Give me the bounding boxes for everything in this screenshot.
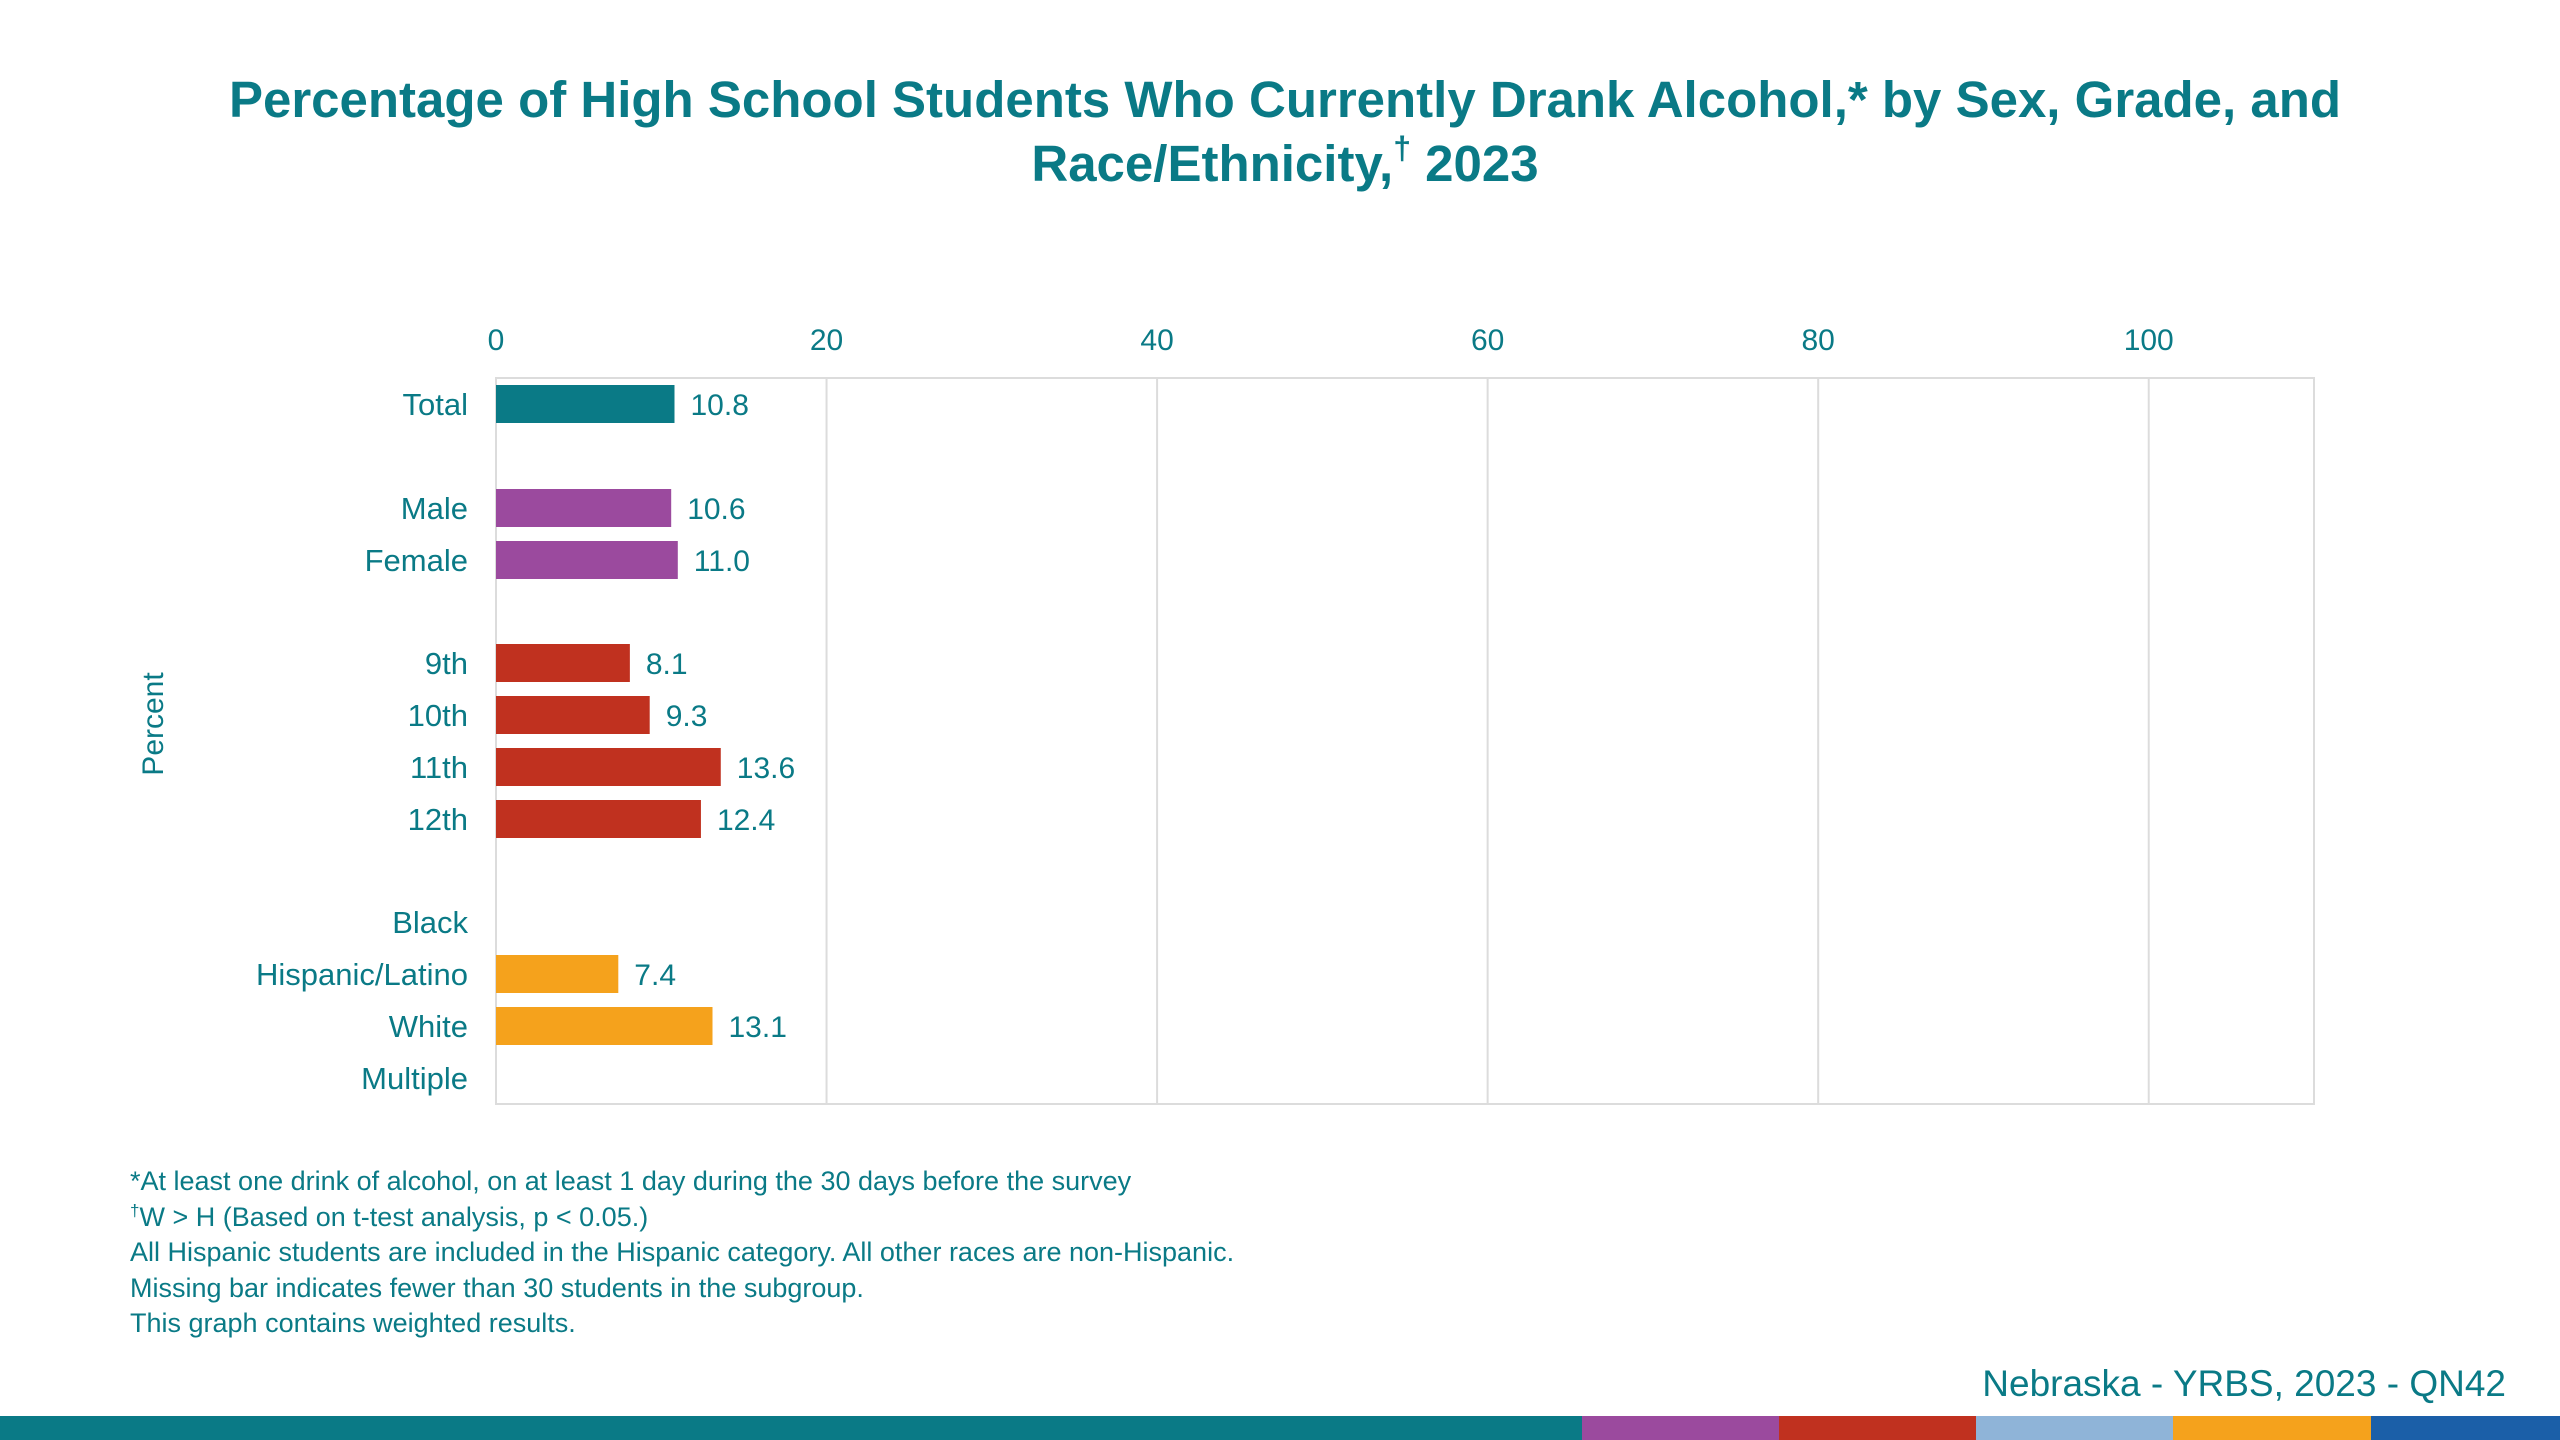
title-dagger: † bbox=[1393, 130, 1411, 166]
category-label-total: Total bbox=[403, 387, 468, 422]
bar-white bbox=[496, 1007, 713, 1045]
bottom-bar-segment-5 bbox=[2173, 1416, 2371, 1440]
x-tick-label-40: 40 bbox=[1140, 324, 1173, 357]
bars bbox=[496, 385, 721, 1045]
data-label-9th: 8.1 bbox=[646, 648, 688, 681]
bar-12th bbox=[496, 800, 701, 838]
bar-11th bbox=[496, 748, 721, 786]
category-label-male: Male bbox=[401, 491, 468, 526]
category-label-black: Black bbox=[392, 905, 468, 940]
bottom-bar-segment-2 bbox=[1582, 1416, 1780, 1440]
bar-total bbox=[496, 385, 675, 423]
bar-hispanic-latino bbox=[496, 955, 619, 993]
category-label-female: Female bbox=[365, 543, 468, 578]
y-axis-title: Percent bbox=[137, 672, 170, 776]
x-tick-label-20: 20 bbox=[810, 324, 843, 357]
footnote-5: This graph contains weighted results. bbox=[130, 1308, 576, 1338]
x-tick-label-100: 100 bbox=[2124, 324, 2174, 357]
chart-title-main: Percentage of High School Students Who C… bbox=[228, 71, 2342, 192]
data-label-11th: 13.6 bbox=[737, 752, 795, 785]
category-label-10th: 10th bbox=[408, 698, 468, 733]
chart-title: Percentage of High School Students Who C… bbox=[120, 68, 2450, 196]
x-tick-label-0: 0 bbox=[488, 324, 505, 357]
bottom-bar-segment-1 bbox=[0, 1416, 1583, 1440]
data-label-hispanic-latino: 7.4 bbox=[634, 959, 676, 992]
bottom-bar-segment-4 bbox=[1976, 1416, 2174, 1440]
source-label: Nebraska - YRBS, 2023 - QN42 bbox=[1982, 1363, 2506, 1404]
footnotes: *At least one drink of alcohol, on at le… bbox=[130, 1164, 1930, 1342]
chart-title-year: 2023 bbox=[1411, 135, 1539, 192]
bottom-bar-segment-3 bbox=[1779, 1416, 1977, 1440]
footnote-dagger: † bbox=[130, 1200, 140, 1220]
bottom-bar-segment-6 bbox=[2370, 1416, 2560, 1440]
category-label-9th: 9th bbox=[425, 646, 468, 681]
category-label-hispanic-latino: Hispanic/Latino bbox=[256, 957, 468, 992]
category-label-white: White bbox=[389, 1009, 468, 1044]
data-label-total: 10.8 bbox=[690, 389, 748, 422]
gridlines bbox=[495, 377, 2315, 1105]
category-label-multiple: Multiple bbox=[361, 1061, 468, 1096]
bar-10th bbox=[496, 696, 650, 734]
data-label-male: 10.6 bbox=[687, 493, 745, 526]
x-tick-label-60: 60 bbox=[1471, 324, 1504, 357]
footnote-1: *At least one drink of alcohol, on at le… bbox=[130, 1166, 1132, 1196]
x-tick-label-80: 80 bbox=[1801, 324, 1834, 357]
footnote-2: †W > H (Based on t-test analysis, p < 0.… bbox=[130, 1200, 1930, 1236]
data-labels: 10.8 10.6 11.0 8.1 9.3 13.6 12.4 7.4 13.1 bbox=[634, 389, 795, 1044]
data-label-12th: 12.4 bbox=[717, 804, 775, 837]
footnote-2-text: W > H (Based on t-test analysis, p < 0.0… bbox=[139, 1201, 649, 1232]
plot-frame bbox=[495, 377, 2315, 1105]
category-label-12th: 12th bbox=[408, 802, 468, 837]
footnote-4: Missing bar indicates fewer than 30 stud… bbox=[130, 1272, 864, 1303]
data-label-female: 11.0 bbox=[694, 545, 750, 578]
category-labels: Total Male Female 9th 10th 11th 12th Black Hispa… bbox=[256, 387, 468, 1096]
data-label-10th: 9.3 bbox=[666, 700, 708, 733]
bar-9th bbox=[496, 644, 630, 682]
x-axis-ticks: 0 20 40 60 80 100 bbox=[488, 324, 2174, 357]
bar-male bbox=[496, 489, 672, 527]
bar-female bbox=[496, 541, 678, 579]
footnote-3: All Hispanic students are included in th… bbox=[130, 1237, 1235, 1267]
data-label-white: 13.1 bbox=[729, 1011, 787, 1044]
category-label-11th: 11th bbox=[410, 750, 468, 785]
bottom-color-bar bbox=[0, 1416, 2560, 1440]
